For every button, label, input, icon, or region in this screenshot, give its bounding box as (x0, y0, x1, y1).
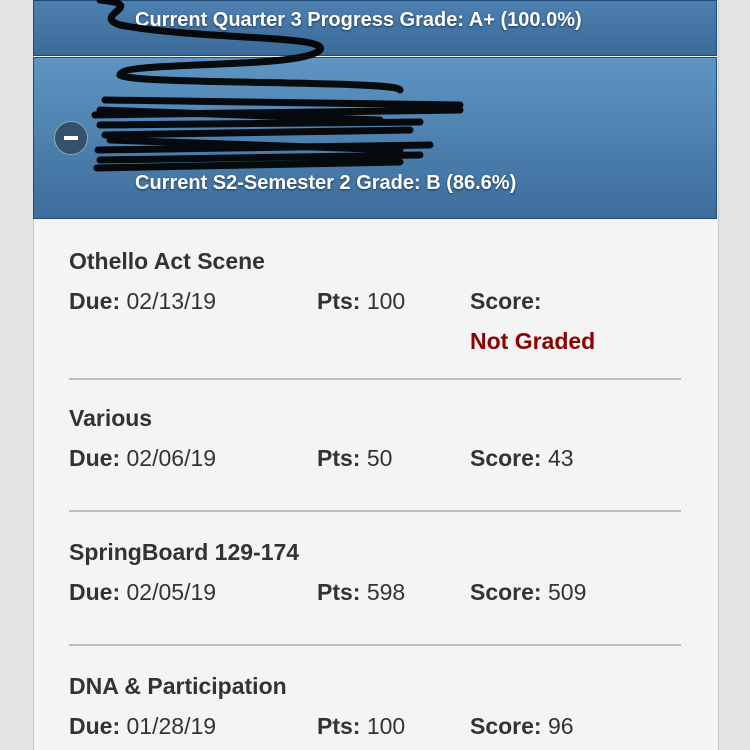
course-grade: Current Quarter 3 Progress Grade: A+ (10… (135, 9, 582, 31)
pts-value: 50 (366, 445, 393, 471)
pts-label: Pts: (317, 445, 361, 471)
course-grade: Current S2-Semester 2 Grade: B (86.6%) (135, 172, 517, 194)
score-label: Score: (470, 579, 542, 605)
due-value: 02/06/19 (126, 445, 217, 471)
divider (69, 510, 681, 512)
due-label: Due: (69, 445, 121, 471)
pts-label: Pts: (317, 713, 361, 739)
divider (69, 378, 681, 380)
score-value: 43 (547, 445, 574, 471)
score-label: Score: (470, 288, 542, 314)
score-label: Score: (470, 445, 542, 471)
score-label: Score: (470, 713, 542, 739)
pts-value: 100 (366, 288, 406, 314)
score-value: 509 (547, 579, 587, 605)
due-value: 02/05/19 (126, 579, 217, 605)
pts-label: Pts: (317, 288, 361, 314)
due-label: Due: (69, 713, 121, 739)
assignment-title: DNA & Participation (69, 673, 287, 699)
minus-circle-icon[interactable] (54, 121, 88, 155)
redaction-scribble (91, 0, 464, 172)
due-label: Due: (69, 288, 121, 314)
divider (69, 644, 681, 646)
pts-value: 598 (366, 579, 406, 605)
pts-value: 100 (366, 713, 406, 739)
score-value: 96 (547, 713, 574, 739)
assignment-title: SpringBoard 129-174 (69, 539, 300, 565)
due-label: Due: (69, 579, 121, 605)
not-graded-status: Not Graded (470, 328, 596, 354)
assignment-title: Various (69, 405, 153, 431)
due-value: 01/28/19 (126, 713, 217, 739)
due-value: 02/13/19 (126, 288, 217, 314)
pts-label: Pts: (317, 579, 361, 605)
assignment-title: Othello Act Scene (69, 248, 265, 274)
